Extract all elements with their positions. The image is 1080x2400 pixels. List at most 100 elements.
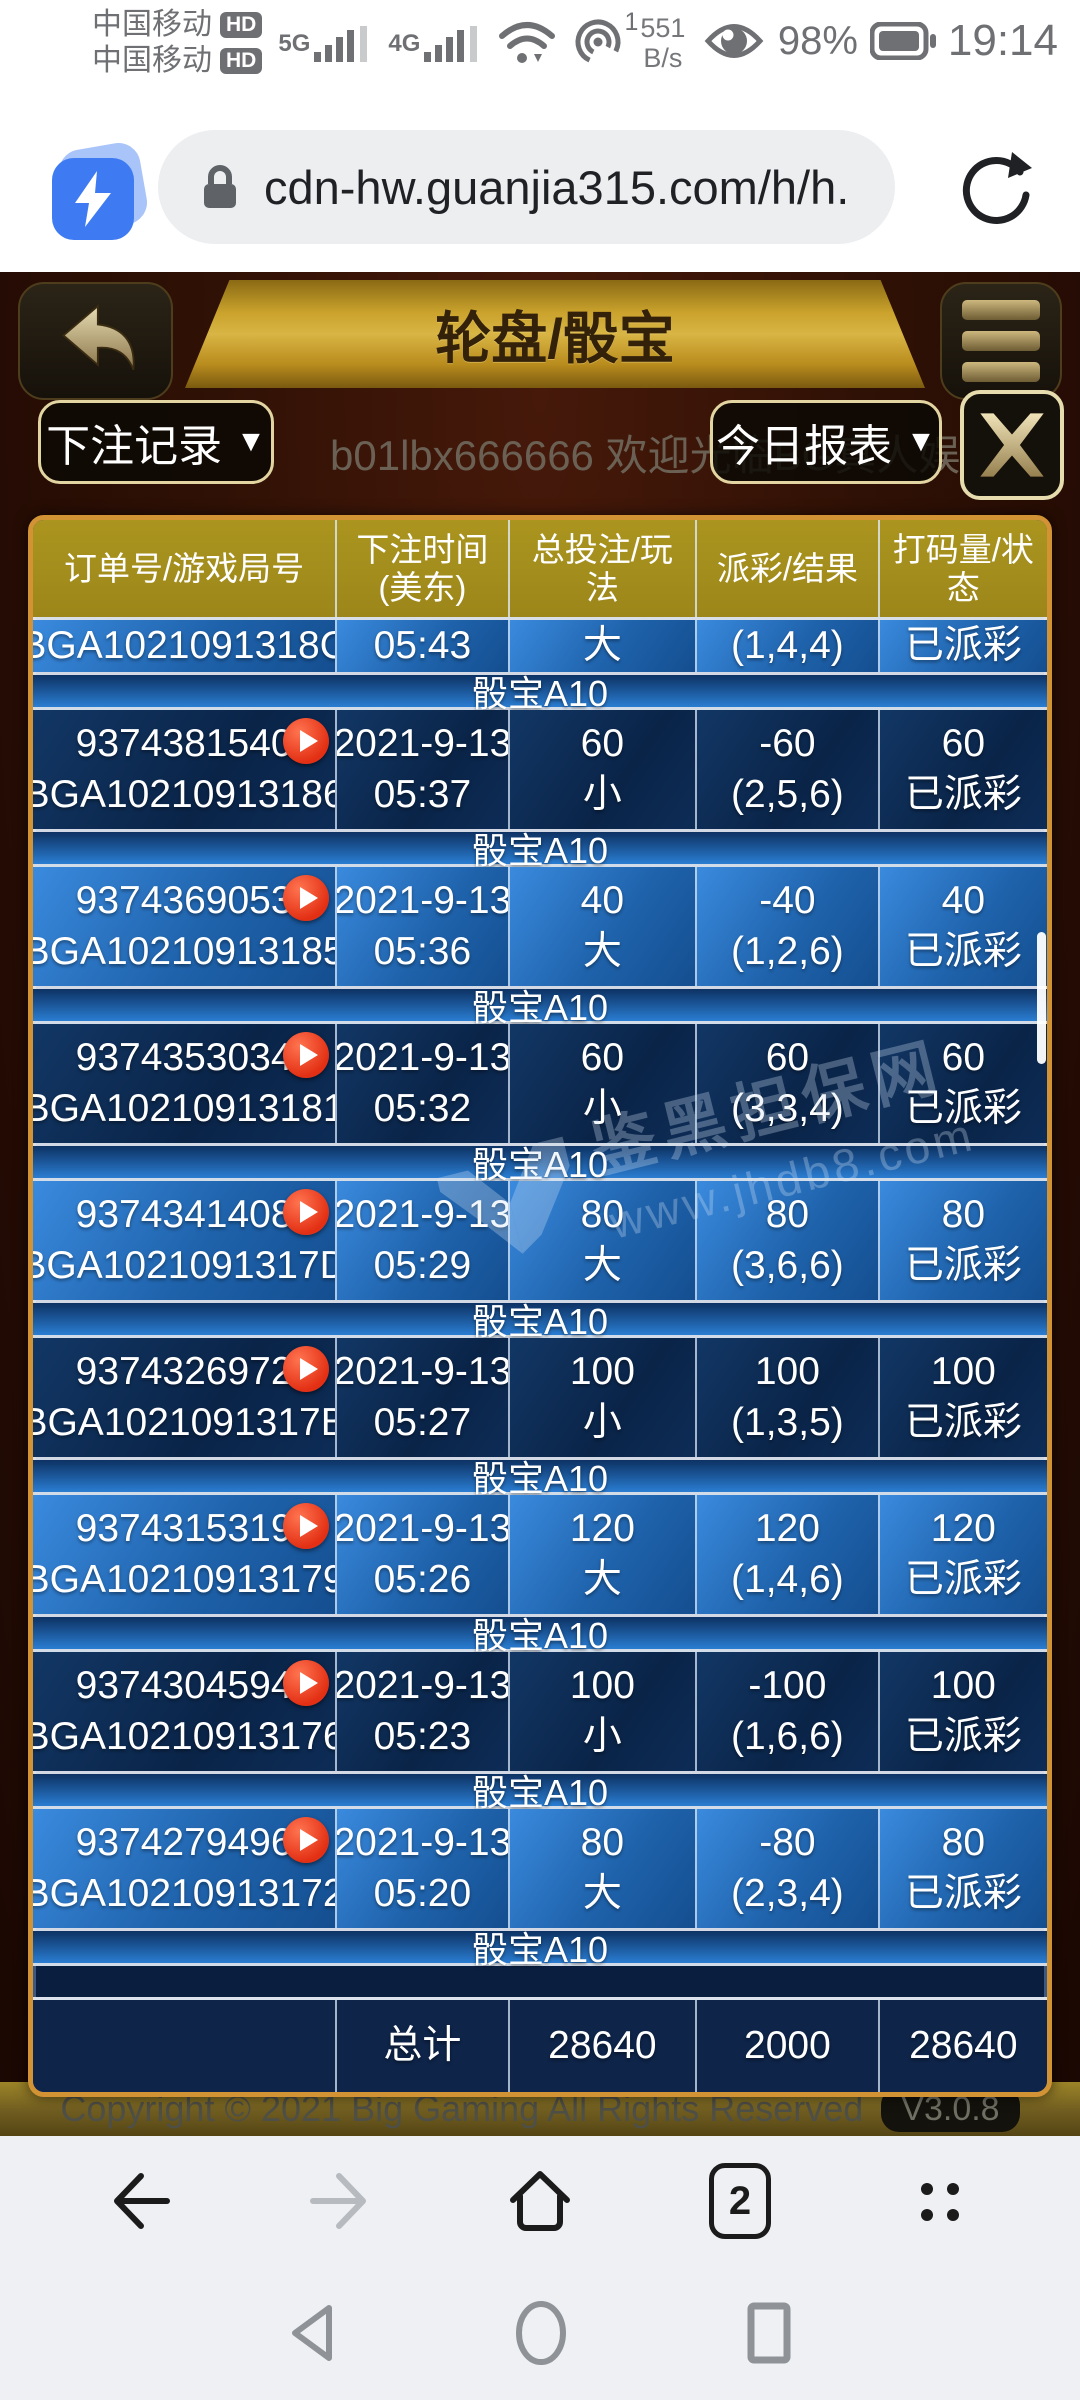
column-header: 打码量/状态: [879, 520, 1047, 617]
table-row: 9374353034 BGA10210913181 2021-9-13 05:32 60…: [33, 1024, 1047, 1146]
play-button[interactable]: [283, 1189, 330, 1235]
speed-value: 551: [640, 13, 686, 43]
quick-app-icon[interactable]: [52, 139, 151, 242]
total-row: 总计 28640 2000 28640: [33, 1997, 1047, 2092]
carrier-name-2: 中国移动: [92, 44, 212, 77]
cell-line: (2,3,4): [731, 1872, 844, 1915]
cell-line: -80: [759, 1821, 816, 1865]
cell-line: 2021-9-13: [337, 1036, 510, 1080]
time-cell: 2021-9-13 05:29: [337, 1181, 510, 1300]
cell-line: 大: [582, 930, 622, 973]
url-field[interactable]: cdn-hw.guanjia315.com/h/h.: [158, 130, 895, 244]
cell-line: 80: [580, 1193, 625, 1237]
payout-cell: -100 (1,6,6): [697, 1652, 880, 1771]
close-icon: [980, 413, 1044, 477]
today-report-dropdown[interactable]: 今日报表 ▼: [710, 400, 942, 484]
browser-menu-button[interactable]: [895, 2156, 985, 2246]
signal-5g: 5G: [278, 24, 372, 62]
cell-line: 05:43: [373, 624, 472, 667]
status-right: 98% 19:14: [702, 16, 1058, 66]
android-recents-button[interactable]: [743, 2300, 795, 2366]
table-row: 9374315319 BGA10210913179 2021-9-13 05:26 12…: [33, 1495, 1047, 1617]
title-banner: 轮盘/骰宝: [185, 280, 925, 388]
clock: 19:14: [947, 16, 1058, 65]
play-button[interactable]: [283, 718, 330, 764]
cell-line: 80: [941, 1821, 986, 1865]
cell-line: 05:36: [373, 930, 472, 973]
page-title: 轮盘/骰宝: [435, 306, 675, 370]
scrollbar-thumb[interactable]: [1037, 932, 1046, 1064]
signal-bars-icon: [424, 26, 478, 62]
browser-tabs-button[interactable]: 2: [695, 2156, 785, 2246]
tab-count: 2: [728, 2178, 752, 2223]
cell-line: (1,4,6): [731, 1558, 844, 1601]
cell-line: 2021-9-13: [337, 879, 510, 923]
cell-line: 小: [582, 773, 622, 816]
play-button[interactable]: [283, 1346, 330, 1392]
cell-line: BGA1021091317D: [33, 1244, 338, 1287]
refresh-button[interactable]: [950, 144, 1040, 234]
bet-records-dropdown[interactable]: 下注记录 ▼: [38, 400, 274, 484]
play-icon: [299, 887, 318, 909]
cell-line: BGA10210913186: [33, 773, 338, 816]
network-speed: 551 B/s: [640, 13, 685, 73]
close-button[interactable]: [960, 390, 1064, 500]
bet-records-label: 下注记录: [46, 422, 223, 471]
column-header: 下注时间(美东): [337, 520, 510, 617]
bet-cell: 大: [509, 620, 698, 672]
play-icon: [299, 1515, 318, 1537]
game-group-label: 骰宝A10: [471, 1301, 609, 1342]
android-back-button[interactable]: [285, 2302, 339, 2364]
cell-line: 60: [580, 1036, 625, 1080]
order-cell: 9374304594 BGA10210913176: [33, 1652, 338, 1771]
turnover-cell: 100 已派彩: [879, 1338, 1047, 1457]
menu-button[interactable]: [940, 282, 1062, 400]
cell-line: 40: [580, 879, 625, 923]
android-home-button[interactable]: [511, 2298, 571, 2368]
cell-line: 100: [754, 1350, 820, 1394]
table-row: 9374381540 BGA10210913186 2021-9-13 05:37 60…: [33, 710, 1047, 832]
cell-line: 05:27: [373, 1401, 472, 1444]
game-group-label: 骰宝A10: [471, 987, 609, 1028]
play-button[interactable]: [283, 1660, 330, 1706]
url-text: cdn-hw.guanjia315.com/h/h.: [264, 160, 850, 214]
lightning-icon: [75, 171, 111, 227]
cell-line: 9374315319: [75, 1507, 293, 1551]
play-icon: [299, 1358, 318, 1380]
cell-line: 9374381540: [75, 722, 293, 766]
game-group-separator: 骰宝A10: [33, 830, 1047, 871]
table-body[interactable]: BGA1021091318C 05:43 大 (1,4,4) 已派彩 骰宝A10 93743…: [33, 620, 1047, 1997]
home-icon: [510, 2171, 570, 2231]
cell-line: 9374353034: [75, 1036, 293, 1080]
signal-bars-icon: [314, 26, 368, 62]
cell-line: BGA10210913185: [33, 930, 338, 973]
column-header: 派彩/结果: [697, 520, 880, 617]
turnover-cell: 已派彩: [879, 620, 1047, 672]
browser-url-bar: cdn-hw.guanjia315.com/h/h.: [0, 88, 1080, 272]
forward-icon: [310, 2173, 366, 2229]
cell-line: 9374369053: [75, 879, 293, 923]
play-button[interactable]: [283, 1503, 330, 1549]
browser-back-button[interactable]: [95, 2156, 185, 2246]
cell-line: 60: [580, 722, 625, 766]
cell-line: -60: [759, 722, 816, 766]
bet-cell: 120 大: [509, 1495, 698, 1614]
hotspot-count: 1: [624, 7, 639, 36]
speed-unit: B/s: [643, 43, 683, 73]
total-label-cell: 总计: [337, 2000, 510, 2092]
turnover-cell: 120 已派彩: [879, 1495, 1047, 1614]
table-header: 订单号/游戏局号 下注时间(美东) 总投注/玩法 派彩/结果 打码量/状态: [33, 520, 1047, 620]
cell-line: (1,2,6): [731, 930, 844, 973]
play-button[interactable]: [283, 1817, 330, 1863]
browser-forward-button[interactable]: [295, 2156, 385, 2246]
browser-home-button[interactable]: [495, 2156, 585, 2246]
chevron-down-icon: ▼: [236, 425, 266, 458]
table-row: 9374279496 BGA10210913172 2021-9-13 05:20 80…: [33, 1809, 1047, 1931]
turnover-cell: 40 已派彩: [879, 867, 1047, 986]
game-group-separator: 骰宝A10: [33, 673, 1047, 714]
play-button[interactable]: [283, 875, 330, 921]
order-cell: 9374341408 BGA1021091317D: [33, 1181, 338, 1300]
back-button[interactable]: [18, 282, 173, 400]
time-cell: 2021-9-13 05:23: [337, 1652, 510, 1771]
play-button[interactable]: [283, 1032, 330, 1078]
